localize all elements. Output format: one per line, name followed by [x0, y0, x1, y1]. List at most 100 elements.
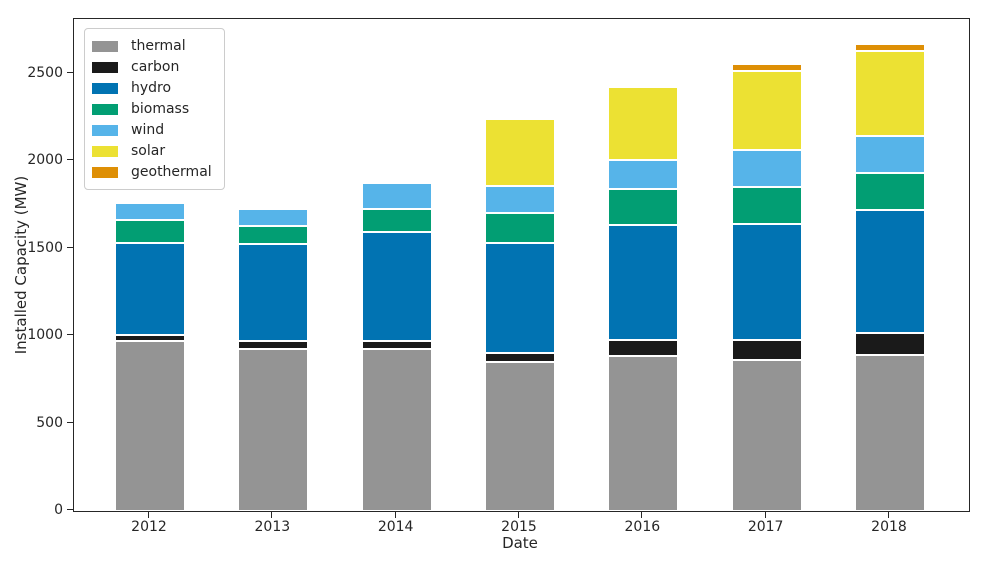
- y-tick-mark: [67, 72, 73, 74]
- y-tick-label: 2500: [27, 65, 63, 82]
- bar-segment-wind-2016: [609, 159, 678, 189]
- bar-segment-thermal-2012: [116, 340, 184, 511]
- plot-area: thermal carbon hydro biomass wind solar geothe…: [73, 18, 970, 512]
- y-tick-mark: [67, 421, 73, 423]
- y-tick-mark: [67, 246, 73, 248]
- bar-segment-thermal-2018: [856, 355, 924, 511]
- legend-label-biomass: biomass: [131, 100, 190, 117]
- x-tick-label: 2013: [254, 519, 291, 535]
- bar-segment-carbon-2018: [856, 332, 924, 356]
- bar-segment-geothermal-2017: [732, 63, 801, 71]
- legend-patch-biomass: [92, 103, 118, 115]
- bar-segment-carbon-2015: [486, 352, 554, 362]
- bar-segment-biomass-2014: [362, 208, 431, 233]
- x-tick-mark: [148, 511, 149, 518]
- legend-item-biomass: biomass: [92, 100, 212, 118]
- legend-item-thermal: thermal: [92, 37, 212, 55]
- y-tick-label: 0: [54, 502, 63, 518]
- x-tick-label: 2014: [377, 519, 414, 535]
- x-tick-label: 2015: [501, 519, 537, 535]
- x-axis-title: Date: [502, 534, 538, 552]
- bar-segment-wind-2017: [732, 150, 801, 187]
- bar-segment-geothermal-2018: [856, 44, 924, 52]
- bar-segment-solar-2016: [609, 87, 678, 160]
- bar-segment-wind-2012: [116, 202, 184, 221]
- y-axis-title: Installed Capacity (MW): [12, 175, 30, 355]
- bar-segment-hydro-2018: [856, 209, 924, 333]
- y-tick-label: 500: [36, 414, 63, 431]
- x-tick-mark: [888, 511, 889, 518]
- x-tick-mark: [271, 511, 273, 518]
- bar-segment-thermal-2016: [609, 356, 678, 511]
- legend-patch-hydro: [92, 82, 118, 94]
- bar-segment-thermal-2015: [486, 361, 554, 511]
- bar-segment-hydro-2012: [116, 242, 184, 336]
- legend-label-carbon: carbon: [131, 58, 180, 75]
- bar-segment-thermal-2017: [732, 359, 801, 511]
- bar-2015: [486, 118, 554, 511]
- legend-label-wind: wind: [131, 121, 165, 138]
- legend: thermal carbon hydro biomass wind solar geothe…: [84, 28, 225, 190]
- bar-segment-biomass-2017: [732, 186, 801, 225]
- legend-item-geothermal: geothermal: [92, 163, 212, 181]
- bar-segment-solar-2015: [486, 118, 554, 186]
- bar-segment-thermal-2013: [239, 349, 308, 511]
- legend-patch-solar: [92, 145, 118, 157]
- y-tick-mark: [67, 334, 73, 336]
- legend-patch-wind: [92, 124, 118, 136]
- legend-item-solar: solar: [92, 142, 212, 160]
- bar-segment-carbon-2017: [732, 339, 801, 360]
- bar-2014: [362, 183, 431, 511]
- bar-segment-biomass-2012: [116, 220, 184, 243]
- x-tick-label: 2012: [131, 519, 167, 535]
- bar-segment-wind-2015: [486, 185, 554, 214]
- bar-segment-biomass-2013: [239, 226, 308, 245]
- legend-item-hydro: hydro: [92, 79, 212, 97]
- y-tick-label: 1000: [27, 327, 63, 344]
- bar-2016: [609, 87, 678, 511]
- bar-segment-carbon-2012: [116, 335, 184, 341]
- x-tick-mark: [518, 511, 519, 518]
- y-tick-mark: [67, 509, 73, 510]
- x-tick-label: 2018: [871, 519, 907, 535]
- bar-segment-wind-2013: [239, 208, 308, 227]
- x-tick-label: 2016: [624, 519, 661, 535]
- bar-segment-carbon-2013: [239, 340, 308, 350]
- bar-segment-hydro-2014: [362, 232, 431, 341]
- legend-item-carbon: carbon: [92, 58, 212, 76]
- legend-label-thermal: thermal: [131, 37, 186, 54]
- legend-label-solar: solar: [131, 142, 166, 159]
- bar-segment-hydro-2016: [609, 225, 678, 340]
- x-tick-mark: [641, 511, 643, 518]
- legend-patch-geothermal: [92, 166, 118, 178]
- y-tick-mark: [67, 159, 73, 161]
- legend-label-hydro: hydro: [131, 79, 172, 96]
- bar-segment-solar-2017: [732, 70, 801, 151]
- bar-2017: [732, 63, 801, 511]
- legend-item-wind: wind: [92, 121, 212, 139]
- bar-segment-wind-2014: [362, 183, 431, 209]
- bar-segment-solar-2018: [856, 51, 924, 137]
- legend-label-geothermal: geothermal: [131, 163, 212, 180]
- bar-segment-carbon-2016: [609, 339, 678, 357]
- legend-patch-carbon: [92, 61, 118, 73]
- y-tick-label: 1500: [27, 239, 63, 256]
- bar-segment-wind-2018: [856, 136, 924, 173]
- x-tick-mark: [394, 511, 396, 518]
- legend-patch-thermal: [92, 40, 118, 52]
- x-tick-label: 2017: [747, 519, 784, 535]
- bar-segment-biomass-2018: [856, 172, 924, 210]
- bar-segment-hydro-2017: [732, 224, 801, 340]
- y-tick-label: 2000: [27, 152, 63, 169]
- bar-segment-biomass-2015: [486, 213, 554, 243]
- x-tick-mark: [764, 511, 766, 518]
- bar-2013: [239, 208, 308, 511]
- bar-2012: [116, 202, 184, 511]
- bar-2018: [856, 44, 924, 511]
- bar-segment-biomass-2016: [609, 188, 678, 226]
- bar-segment-carbon-2014: [362, 340, 431, 350]
- bar-segment-hydro-2015: [486, 242, 554, 353]
- bar-segment-hydro-2013: [239, 244, 308, 341]
- bar-segment-thermal-2014: [362, 349, 431, 511]
